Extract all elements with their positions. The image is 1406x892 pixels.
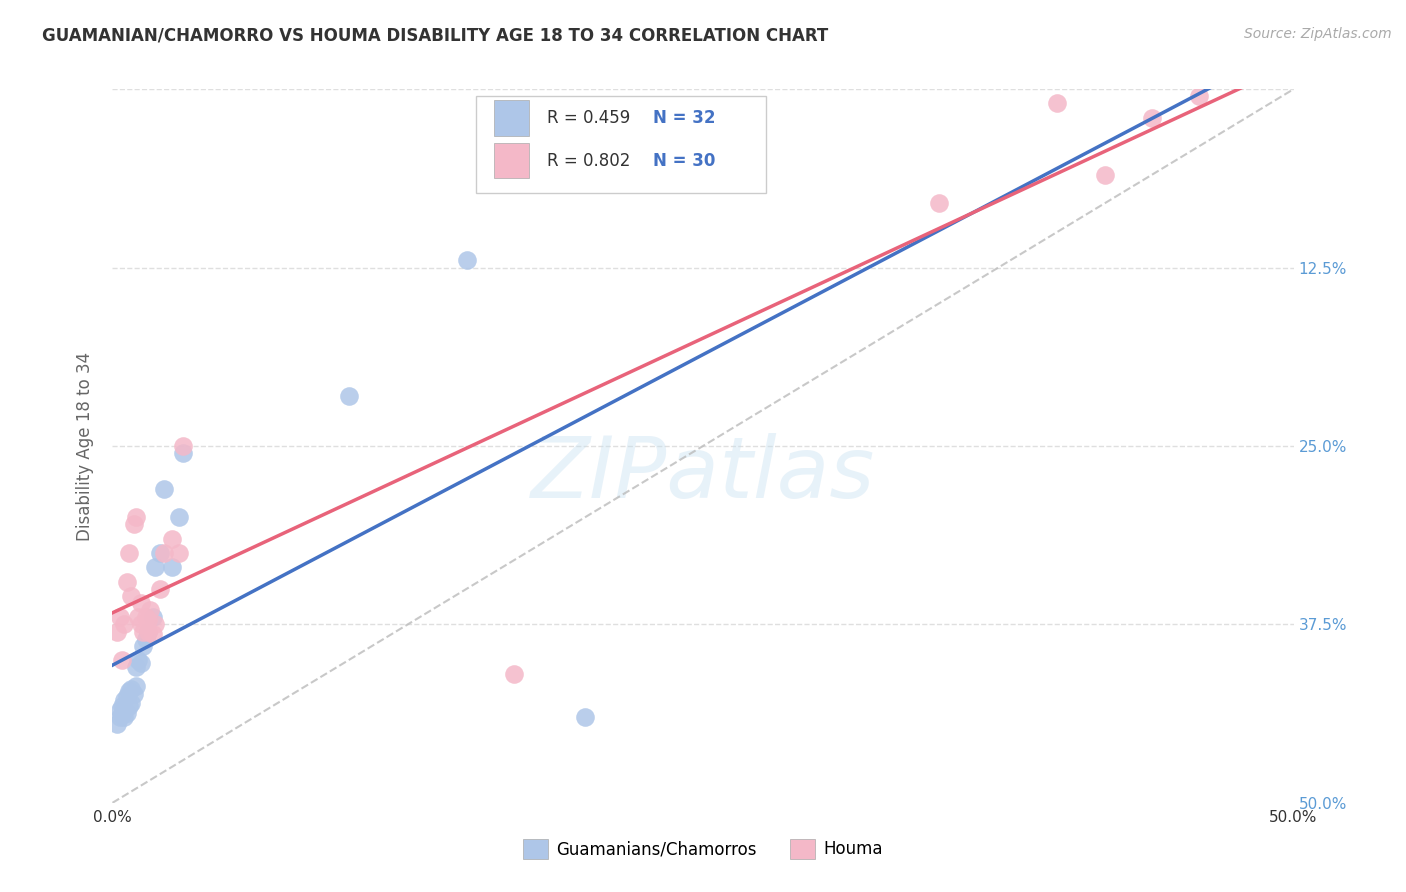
Point <box>136 624 159 639</box>
Text: ZIPatlas: ZIPatlas <box>531 433 875 516</box>
Point <box>120 696 142 710</box>
Point <box>125 510 148 524</box>
Point <box>118 698 141 713</box>
Point <box>105 624 128 639</box>
Text: N = 30: N = 30 <box>654 152 716 169</box>
Point <box>574 710 596 724</box>
Text: R = 0.459: R = 0.459 <box>547 109 630 127</box>
Point <box>120 589 142 603</box>
Point <box>172 439 194 453</box>
Point <box>160 532 183 546</box>
Text: Source: ZipAtlas.com: Source: ZipAtlas.com <box>1244 27 1392 41</box>
Point <box>456 253 478 268</box>
Point <box>1188 89 1211 103</box>
Point <box>136 624 159 639</box>
Point <box>142 627 165 641</box>
Point <box>337 389 360 403</box>
Point <box>503 667 526 681</box>
Point <box>167 510 190 524</box>
Point <box>129 596 152 610</box>
Point <box>129 656 152 670</box>
Point <box>129 617 152 632</box>
Point <box>135 632 157 646</box>
Point <box>153 482 176 496</box>
Point <box>1046 96 1069 111</box>
Point <box>160 560 183 574</box>
Point <box>125 679 148 693</box>
Y-axis label: Disability Age 18 to 34: Disability Age 18 to 34 <box>76 351 94 541</box>
Point <box>120 681 142 696</box>
Point <box>105 717 128 731</box>
Point <box>127 653 149 667</box>
Legend: Guamanians/Chamorros, Houma: Guamanians/Chamorros, Houma <box>516 832 890 866</box>
Point <box>112 617 135 632</box>
Point <box>132 639 155 653</box>
Point <box>172 446 194 460</box>
Point <box>139 603 162 617</box>
Point <box>143 617 166 632</box>
Text: GUAMANIAN/CHAMORRO VS HOUMA DISABILITY AGE 18 TO 34 CORRELATION CHART: GUAMANIAN/CHAMORRO VS HOUMA DISABILITY A… <box>42 27 828 45</box>
FancyBboxPatch shape <box>494 143 530 178</box>
Point <box>111 698 134 713</box>
Point <box>142 610 165 624</box>
FancyBboxPatch shape <box>494 100 530 136</box>
Point <box>108 610 131 624</box>
Text: N = 32: N = 32 <box>654 109 716 127</box>
FancyBboxPatch shape <box>477 96 766 193</box>
Point <box>136 613 159 627</box>
Point <box>118 684 141 698</box>
Point <box>122 687 145 701</box>
Point <box>1140 111 1163 125</box>
Point <box>111 653 134 667</box>
Point <box>112 703 135 717</box>
Point <box>125 660 148 674</box>
Point <box>112 693 135 707</box>
Point <box>1094 168 1116 182</box>
Point <box>127 610 149 624</box>
Point <box>143 560 166 574</box>
Point <box>108 703 131 717</box>
Point <box>135 610 157 624</box>
Point <box>112 710 135 724</box>
Point <box>149 546 172 560</box>
Point <box>111 707 134 722</box>
Point <box>122 517 145 532</box>
Point <box>132 624 155 639</box>
Text: R = 0.802: R = 0.802 <box>547 152 630 169</box>
Point <box>115 574 138 589</box>
Point <box>167 546 190 560</box>
Point <box>115 689 138 703</box>
Point <box>153 546 176 560</box>
Point <box>115 706 138 720</box>
Point <box>118 546 141 560</box>
Point <box>149 582 172 596</box>
Point <box>928 196 950 211</box>
Point <box>108 710 131 724</box>
